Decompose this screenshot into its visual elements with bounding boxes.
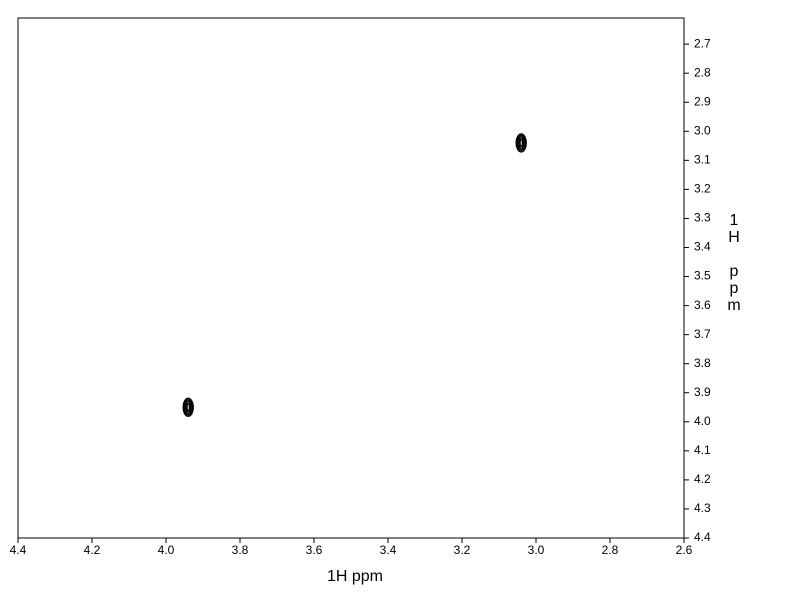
plot-frame bbox=[17, 17, 685, 539]
y-tick-label: 2.7 bbox=[694, 36, 711, 50]
x-tick-label: 3.2 bbox=[454, 543, 471, 557]
peak-contour bbox=[183, 399, 193, 416]
y-tick-label: 4.3 bbox=[694, 501, 711, 515]
y-tick-label: 3.1 bbox=[694, 153, 711, 167]
x-tick-label: 2.8 bbox=[602, 543, 619, 557]
y-tick-label: 3.0 bbox=[694, 123, 711, 137]
y-tick-label: 4.0 bbox=[694, 414, 711, 428]
x-tick-label: 4.4 bbox=[10, 543, 27, 557]
y-axis-title: 1H ppm bbox=[726, 212, 743, 314]
peak-contour bbox=[516, 134, 526, 152]
x-tick-label: 3.0 bbox=[528, 543, 545, 557]
y-tick-label: 3.6 bbox=[694, 298, 711, 312]
peak-contour bbox=[518, 136, 525, 150]
y-tick-label: 3.2 bbox=[694, 182, 711, 196]
y-tick-label: 4.1 bbox=[694, 443, 711, 457]
peak bbox=[515, 133, 527, 153]
y-tick-label: 4.2 bbox=[694, 472, 711, 486]
x-tick-label: 3.6 bbox=[306, 543, 323, 557]
x-axis-title: 1H ppm bbox=[327, 568, 383, 585]
peak-contour bbox=[186, 402, 191, 412]
peak-contour bbox=[519, 138, 524, 148]
y-tick-label: 3.3 bbox=[694, 211, 711, 225]
peak-contour bbox=[184, 400, 192, 414]
y-tick-label: 3.9 bbox=[694, 385, 711, 399]
y-tick-label: 3.8 bbox=[694, 356, 711, 370]
y-tick-label: 3.7 bbox=[694, 327, 711, 341]
x-tick-label: 3.4 bbox=[380, 543, 397, 557]
x-tick-label: 3.8 bbox=[232, 543, 249, 557]
peak bbox=[182, 397, 194, 417]
peak-contour bbox=[515, 133, 527, 153]
peak-contour bbox=[182, 397, 194, 417]
x-tick-label: 2.6 bbox=[676, 543, 693, 557]
y-tick-label: 3.5 bbox=[694, 269, 711, 283]
y-tick-label: 4.4 bbox=[694, 530, 711, 544]
y-tick-label: 3.4 bbox=[694, 240, 711, 254]
x-tick-label: 4.0 bbox=[158, 543, 175, 557]
x-tick-label: 4.2 bbox=[84, 543, 101, 557]
y-tick-label: 2.8 bbox=[694, 65, 711, 79]
y-tick-label: 2.9 bbox=[694, 94, 711, 108]
